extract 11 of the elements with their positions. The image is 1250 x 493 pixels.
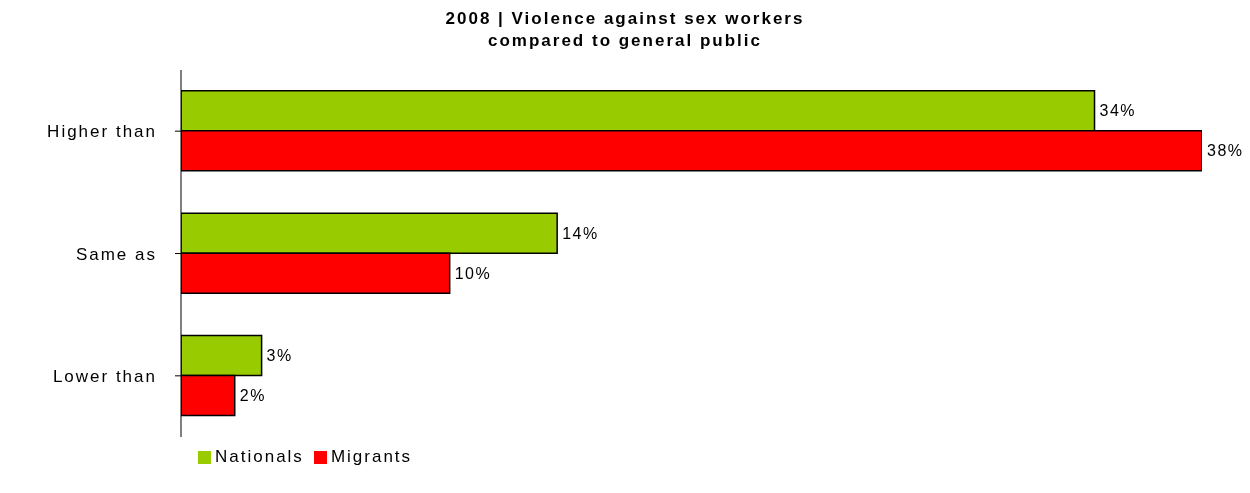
legend-label: Nationals xyxy=(215,447,304,466)
data-label: 14% xyxy=(562,224,599,242)
data-label: 2% xyxy=(239,387,266,405)
legend-label: Migrants xyxy=(330,447,413,466)
y-tick-label: Higher than xyxy=(47,122,157,142)
y-tick-label: Same as xyxy=(75,244,157,264)
y-tick-label: Lower than xyxy=(52,366,157,386)
chart-title: 2008 | Violence against sex workers compared to general public xyxy=(444,8,806,52)
data-label: 34% xyxy=(1099,102,1137,120)
data-label: 3% xyxy=(266,347,293,365)
data-label: 10% xyxy=(454,264,492,282)
